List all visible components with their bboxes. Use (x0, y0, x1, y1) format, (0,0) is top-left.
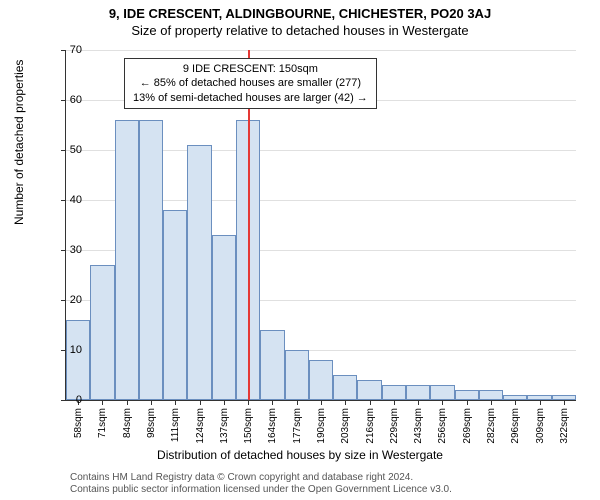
histogram-bar (285, 350, 309, 400)
x-tick-label: 282sqm (486, 408, 497, 444)
x-tick-label: 84sqm (122, 408, 133, 438)
x-tick-label: 216sqm (365, 408, 376, 444)
x-tick-mark (418, 400, 419, 405)
y-tick-label: 60 (52, 94, 82, 106)
annotation-line: ← 85% of detached houses are smaller (27… (133, 76, 368, 90)
histogram-bar (260, 330, 284, 400)
y-tick-label: 10 (52, 344, 82, 356)
x-tick-mark (467, 400, 468, 405)
x-tick-mark (175, 400, 176, 405)
x-axis-label: Distribution of detached houses by size … (0, 448, 600, 462)
x-tick-mark (102, 400, 103, 405)
x-tick-label: 150sqm (243, 408, 254, 444)
x-tick-mark (370, 400, 371, 405)
footer-attribution: Contains HM Land Registry data © Crown c… (70, 472, 452, 496)
histogram-bar (163, 210, 187, 400)
x-tick-label: 309sqm (535, 408, 546, 444)
x-tick-label: 243sqm (413, 408, 424, 444)
histogram-bar (187, 145, 211, 400)
y-tick-label: 40 (52, 194, 82, 206)
x-tick-label: 124sqm (195, 408, 206, 444)
footer-line-1: Contains HM Land Registry data © Crown c… (70, 472, 452, 484)
histogram-plot: 9 IDE CRESCENT: 150sqm← 85% of detached … (65, 50, 576, 401)
annotation-box: 9 IDE CRESCENT: 150sqm← 85% of detached … (124, 58, 377, 109)
x-tick-mark (515, 400, 516, 405)
x-tick-label: 177sqm (292, 408, 303, 444)
histogram-bar (90, 265, 114, 400)
histogram-bar (479, 390, 503, 400)
x-tick-label: 58sqm (73, 408, 84, 438)
histogram-bar (66, 320, 90, 400)
x-tick-mark (151, 400, 152, 405)
annotation-line: 13% of semi-detached houses are larger (… (133, 91, 368, 105)
histogram-bar (382, 385, 406, 400)
x-tick-label: 164sqm (267, 408, 278, 444)
y-tick-label: 0 (52, 394, 82, 406)
x-tick-mark (248, 400, 249, 405)
histogram-bar (430, 385, 454, 400)
page-subtitle: Size of property relative to detached ho… (0, 21, 600, 38)
x-tick-label: 322sqm (559, 408, 570, 444)
x-tick-label: 269sqm (462, 408, 473, 444)
x-tick-label: 98sqm (146, 408, 157, 438)
x-tick-mark (442, 400, 443, 405)
x-tick-label: 229sqm (389, 408, 400, 444)
x-tick-mark (272, 400, 273, 405)
histogram-bar (139, 120, 163, 400)
y-tick-label: 70 (52, 44, 82, 56)
x-tick-mark (297, 400, 298, 405)
x-tick-label: 203sqm (340, 408, 351, 444)
x-tick-mark (345, 400, 346, 405)
histogram-bar (406, 385, 430, 400)
histogram-bar (212, 235, 236, 400)
footer-line-2: Contains public sector information licen… (70, 484, 452, 496)
x-tick-mark (127, 400, 128, 405)
y-tick-label: 50 (52, 144, 82, 156)
histogram-bar (333, 375, 357, 400)
annotation-line: 9 IDE CRESCENT: 150sqm (133, 62, 368, 76)
page-title: 9, IDE CRESCENT, ALDINGBOURNE, CHICHESTE… (0, 0, 600, 21)
y-tick-label: 30 (52, 244, 82, 256)
histogram-bar (455, 390, 479, 400)
x-tick-mark (321, 400, 322, 405)
x-tick-mark (540, 400, 541, 405)
histogram-bar (115, 120, 139, 400)
x-tick-mark (564, 400, 565, 405)
chart-area: 9 IDE CRESCENT: 150sqm← 85% of detached … (65, 50, 575, 400)
x-tick-label: 190sqm (316, 408, 327, 444)
x-tick-label: 296sqm (510, 408, 521, 444)
histogram-bar (309, 360, 333, 400)
x-tick-label: 256sqm (437, 408, 448, 444)
x-tick-mark (200, 400, 201, 405)
y-axis-label: Number of detached properties (12, 60, 26, 225)
x-tick-mark (394, 400, 395, 405)
histogram-bar (357, 380, 381, 400)
gridline (66, 50, 576, 51)
y-tick-label: 20 (52, 294, 82, 306)
x-tick-label: 137sqm (219, 408, 230, 444)
x-tick-mark (491, 400, 492, 405)
x-tick-mark (224, 400, 225, 405)
x-tick-label: 71sqm (97, 408, 108, 438)
x-tick-label: 111sqm (170, 408, 181, 442)
